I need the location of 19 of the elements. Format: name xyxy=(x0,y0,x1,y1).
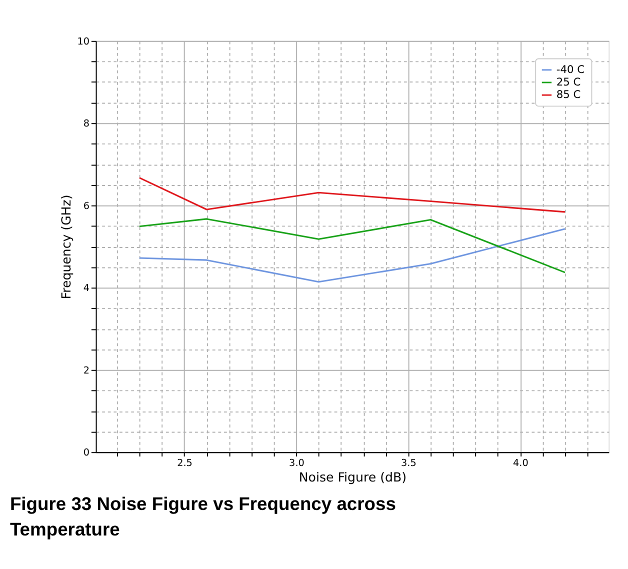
x-tick-label: 4.0 xyxy=(512,458,528,470)
y-tick-label: 0 xyxy=(83,448,90,459)
y-tick-label: 2 xyxy=(83,365,90,376)
text: Figure 33 Noise Figure vs Frequency across Temperature xyxy=(10,493,396,540)
y-axis-title: Frequency (GHz) xyxy=(58,194,74,300)
x-tick-label: 3.0 xyxy=(289,458,304,470)
legend-label: -40 C xyxy=(556,62,585,76)
x-tick-label: 2.5 xyxy=(177,458,192,470)
line-series xyxy=(138,228,566,283)
y-tick-label: 4 xyxy=(83,283,90,294)
y-tick-label: 10 xyxy=(77,36,90,48)
line-series xyxy=(138,177,566,213)
y-tick-label: 6 xyxy=(83,200,90,212)
x-axis-title: Noise Figure (dB) xyxy=(298,470,407,485)
x-tick-label: 3.5 xyxy=(401,458,416,470)
legend-label: 25 C xyxy=(556,75,581,88)
y-tick-label: 8 xyxy=(83,118,90,130)
legend-label: 85 C xyxy=(556,88,581,101)
line-series xyxy=(138,218,566,274)
